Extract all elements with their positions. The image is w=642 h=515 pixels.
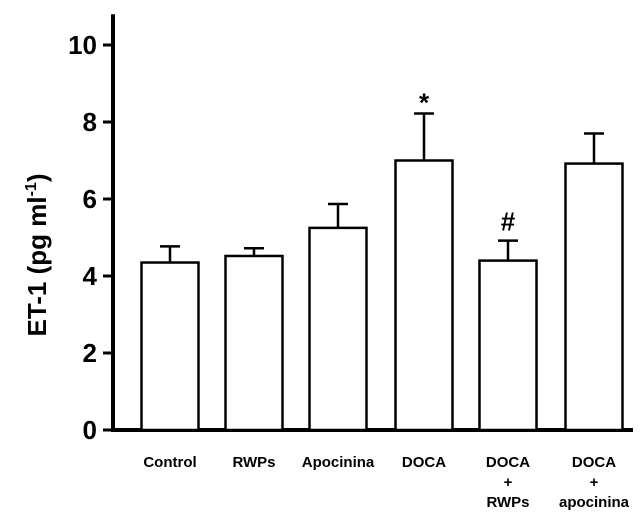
y-tick-label: 10 [68,30,97,60]
x-category-label: Apocinina [302,454,375,471]
x-category-label: RWPs [232,454,275,471]
x-category-label: RWPs [486,494,529,511]
y-axis: 0 2 4 6 8 10 [68,14,115,445]
y-tick-label: 4 [83,261,98,291]
x-category-label: DOCA [402,454,446,471]
bar [140,261,200,432]
error-bars [160,112,604,263]
y-tick-label: 0 [83,415,97,445]
y-axis-label: ET-1 (pg ml-1) [22,173,52,336]
x-category-label: DOCA [572,454,616,471]
significance-markers: *# [419,88,516,237]
y-axis-label-close: ) [22,173,52,182]
y-tick-label: 8 [83,107,97,137]
bar [308,226,368,432]
y-tick-label: 6 [83,184,97,214]
category-labels: Control RWPs Apocinina DOCA DOCA + RWPs DOCA + ap… [143,454,629,511]
bar [394,159,454,432]
x-category-label: Control [143,454,196,471]
bar [564,162,624,432]
significance-marker: * [419,88,430,118]
y-axis-label-sup: -1 [23,182,40,196]
bars [140,159,624,432]
y-tick-label: 2 [83,338,97,368]
bar [224,254,284,432]
significance-marker: # [501,207,516,237]
x-category-label: apocinina [559,494,630,511]
x-category-label: DOCA [486,454,530,471]
bar [478,259,538,432]
x-category-label: + [590,474,599,491]
y-axis-label-main: ET-1 (pg ml [22,196,52,336]
x-category-label: + [504,474,513,491]
